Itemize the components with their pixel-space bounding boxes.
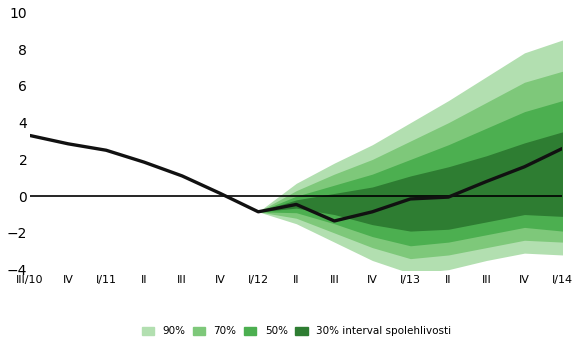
Legend: 90%, 70%, 50%, 30% interval spolehlivosti: 90%, 70%, 50%, 30% interval spolehlivost… xyxy=(142,327,451,336)
